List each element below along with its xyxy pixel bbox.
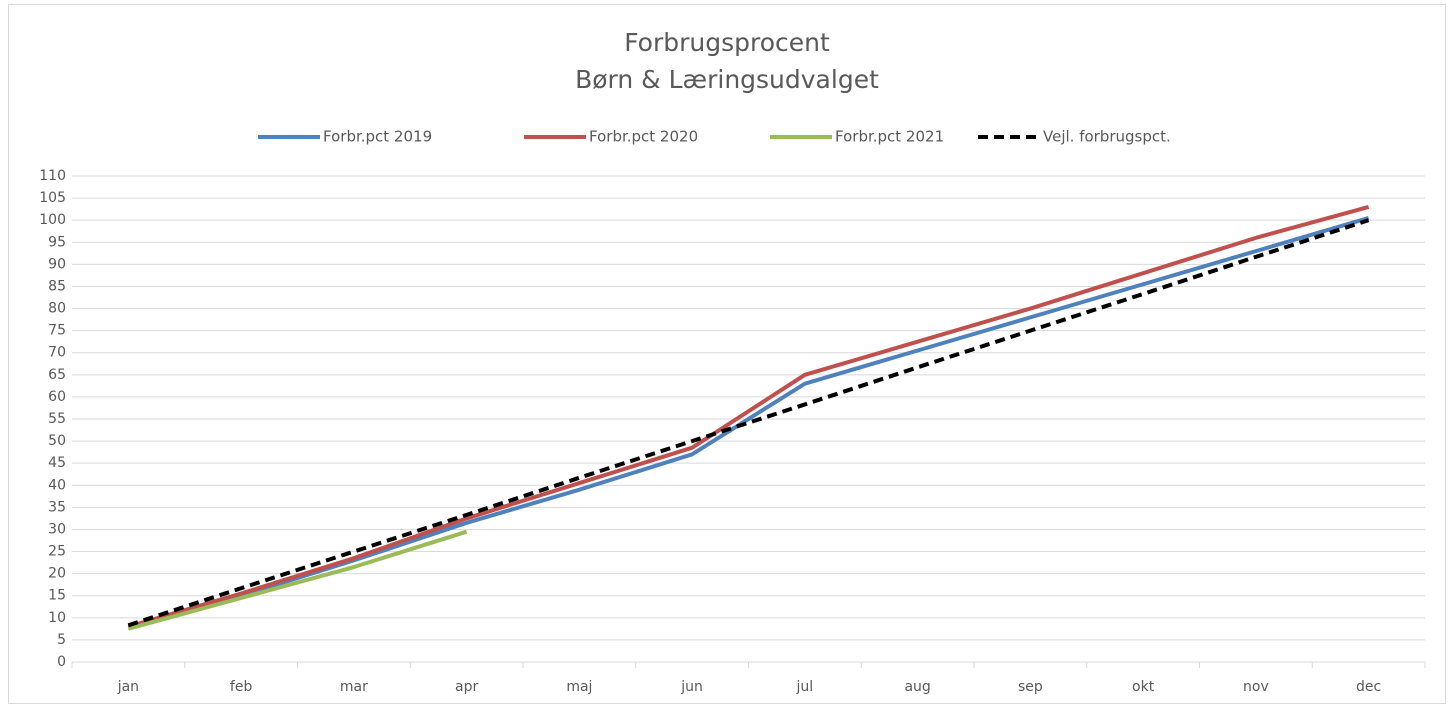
- series-line: [127, 529, 468, 631]
- y-tick-label: 5: [57, 632, 66, 648]
- y-tick-label: 15: [48, 588, 66, 604]
- y-tick-label: 40: [48, 477, 66, 493]
- x-tick-label: jun: [680, 679, 703, 695]
- x-tick-label: mar: [340, 679, 368, 695]
- y-tick-label: 75: [48, 323, 66, 339]
- x-tick-label: apr: [455, 679, 478, 695]
- x-tick-label: nov: [1243, 679, 1269, 695]
- y-tick-label: 25: [48, 544, 66, 560]
- x-tick-label: feb: [230, 679, 253, 695]
- y-tick-label: 30: [48, 521, 66, 537]
- y-tick-label: 45: [48, 455, 66, 471]
- x-tick-label: dec: [1356, 679, 1381, 695]
- x-tick-label: okt: [1132, 679, 1155, 695]
- legend-label: Vejl. forbrugspct.: [1043, 128, 1171, 146]
- legend-label: Forbr.pct 2021: [835, 128, 944, 146]
- y-tick-label: 90: [48, 256, 66, 272]
- x-tick-label: aug: [904, 679, 930, 695]
- y-tick-label: 55: [48, 411, 66, 427]
- series-line: [127, 218, 1370, 628]
- y-tick-label: 80: [48, 301, 66, 317]
- y-tick-label: 105: [39, 190, 66, 206]
- y-tick-label: 95: [48, 234, 66, 250]
- y-tick-label: 10: [48, 610, 66, 626]
- y-tick-label: 60: [48, 389, 66, 405]
- x-tick-label: jan: [117, 679, 139, 695]
- y-tick-label: 20: [48, 566, 66, 582]
- x-tick-label: sep: [1018, 679, 1043, 695]
- y-tick-label: 70: [48, 345, 66, 361]
- y-tick-label: 50: [48, 433, 66, 449]
- chart-subtitle: Børn & Læringsudvalget: [575, 65, 879, 94]
- y-tick-label: 35: [48, 499, 66, 515]
- chart-border: [8, 4, 1446, 704]
- x-tick-label: jul: [796, 679, 814, 695]
- chart-title: Forbrugsprocent: [624, 28, 830, 57]
- y-tick-label: 110: [39, 168, 66, 184]
- x-tick-label: maj: [566, 679, 592, 695]
- y-tick-label: 100: [39, 212, 66, 228]
- y-tick-label: 65: [48, 367, 66, 383]
- series-line: [127, 204, 1370, 629]
- y-tick-label: 85: [48, 278, 66, 294]
- series-line: [127, 216, 1370, 630]
- legend-label: Forbr.pct 2019: [323, 128, 432, 146]
- y-tick-label: 0: [57, 654, 66, 670]
- legend-label: Forbr.pct 2020: [589, 128, 698, 146]
